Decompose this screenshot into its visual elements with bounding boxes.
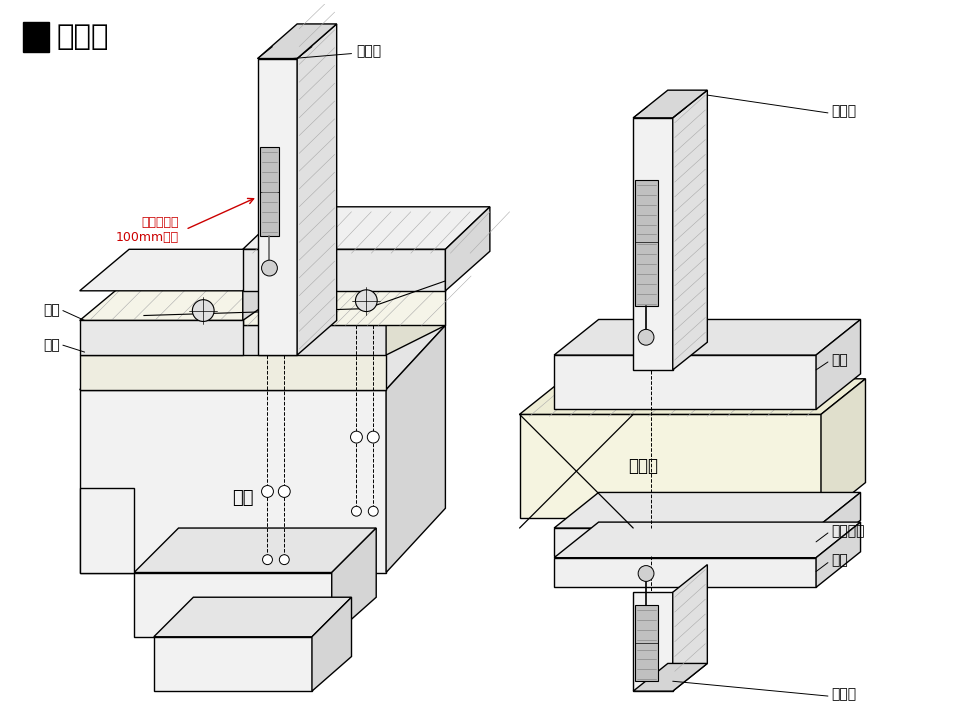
Polygon shape [80, 271, 445, 320]
Polygon shape [554, 492, 860, 528]
Text: たて枠: たて枠 [831, 104, 856, 118]
Polygon shape [636, 605, 658, 681]
Text: 土台: 土台 [43, 338, 60, 352]
Circle shape [192, 300, 214, 321]
Polygon shape [332, 528, 376, 636]
Polygon shape [243, 249, 292, 320]
Circle shape [262, 554, 273, 564]
Polygon shape [634, 593, 673, 691]
Text: 下枠: 下枠 [43, 304, 60, 318]
Polygon shape [257, 58, 298, 355]
Text: 下枠: 下枠 [831, 353, 848, 367]
Polygon shape [634, 90, 708, 118]
Polygon shape [80, 249, 292, 291]
Polygon shape [554, 522, 860, 558]
Circle shape [638, 566, 654, 582]
Polygon shape [80, 355, 386, 390]
Circle shape [369, 506, 378, 516]
Text: 基礎: 基礎 [232, 490, 253, 508]
Text: 取付図: 取付図 [57, 23, 109, 51]
Polygon shape [816, 492, 860, 556]
Circle shape [261, 485, 274, 498]
Polygon shape [312, 597, 351, 691]
Polygon shape [243, 249, 445, 291]
Circle shape [351, 506, 361, 516]
Polygon shape [80, 390, 386, 572]
Polygon shape [243, 207, 490, 249]
Polygon shape [154, 597, 351, 636]
Circle shape [279, 554, 289, 564]
Polygon shape [80, 488, 134, 572]
Polygon shape [554, 528, 816, 556]
Polygon shape [257, 24, 337, 58]
Polygon shape [816, 320, 860, 410]
Polygon shape [554, 320, 860, 355]
Polygon shape [673, 90, 708, 370]
Polygon shape [386, 271, 445, 355]
Circle shape [350, 431, 362, 443]
Text: 頭つなぎ: 頭つなぎ [831, 524, 864, 538]
Text: たて枠: たて枠 [831, 687, 856, 701]
Circle shape [261, 260, 277, 276]
Polygon shape [134, 572, 332, 636]
Polygon shape [134, 528, 376, 572]
Text: 床根太: 床根太 [628, 456, 659, 474]
Polygon shape [634, 118, 673, 370]
Polygon shape [386, 325, 445, 572]
Polygon shape [554, 558, 816, 588]
Polygon shape [816, 522, 860, 588]
Polygon shape [259, 148, 279, 236]
Text: 上枠: 上枠 [831, 554, 848, 567]
Circle shape [278, 485, 290, 498]
Polygon shape [673, 564, 708, 691]
Polygon shape [519, 379, 866, 415]
Text: たて枠: たて枠 [356, 45, 381, 58]
Polygon shape [154, 636, 312, 691]
Polygon shape [634, 663, 708, 691]
Polygon shape [519, 415, 821, 518]
Polygon shape [636, 180, 658, 305]
Bar [23, 22, 49, 52]
Circle shape [368, 431, 379, 443]
Polygon shape [298, 24, 337, 355]
Circle shape [355, 290, 377, 312]
Polygon shape [243, 271, 445, 325]
Text: 取付け高さ
100mm以上: 取付け高さ 100mm以上 [115, 215, 179, 243]
Polygon shape [80, 325, 445, 390]
Polygon shape [80, 320, 243, 355]
Polygon shape [445, 207, 490, 291]
Circle shape [638, 329, 654, 345]
Polygon shape [554, 355, 816, 410]
Polygon shape [821, 379, 866, 518]
